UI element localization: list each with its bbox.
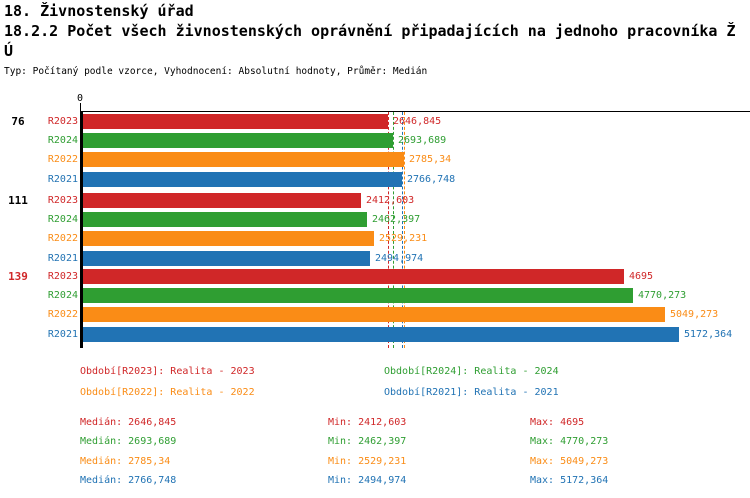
- bar-76-R2021: [83, 172, 402, 187]
- group-label-111: 111: [8, 194, 28, 207]
- max-cell-R2024: Max: 4770,273: [530, 436, 609, 447]
- y-axis-line: [80, 111, 83, 348]
- row-label-139-R2023: R2023: [47, 271, 78, 282]
- row-label-139-R2024: R2024: [47, 290, 78, 301]
- x-axis-line: [80, 111, 750, 112]
- bar-139-R2021: [83, 327, 679, 342]
- legend-item-R2021: Období[R2021]: Realita - 2021: [384, 387, 559, 398]
- median-cell-R2024: Medián: 2693,689: [80, 436, 177, 447]
- row-label-139-R2021: R2021: [47, 329, 78, 340]
- legend-item-R2022: Období[R2022]: Realita - 2022: [80, 387, 255, 398]
- row-label-76-R2022: R2022: [47, 154, 78, 165]
- max-cell-R2023: Max: 4695: [530, 417, 585, 428]
- bar-111-R2023: [83, 193, 361, 208]
- indicator-title-line1: 18.2.2 Počet všech živnostenských oprávn…: [4, 22, 736, 40]
- row-label-139-R2022: R2022: [47, 309, 78, 320]
- median-marker-line-R2021: [402, 112, 403, 348]
- report-title: 18. Živnostenský úřad: [4, 2, 194, 20]
- median-cell-R2022: Medián: 2785,34: [80, 456, 171, 467]
- bar-111-R2024: [83, 212, 367, 227]
- bar-76-R2024: [83, 133, 393, 148]
- bar-value-111-R2021: 2494,974: [375, 253, 424, 264]
- median-marker-line-R2023: [388, 112, 389, 348]
- axis-zero-tick: [80, 103, 81, 111]
- bar-111-R2021: [83, 251, 370, 266]
- bar-value-76-R2024: 2693,689: [398, 135, 447, 146]
- bar-value-139-R2021: 5172,364: [684, 329, 733, 340]
- row-label-111-R2022: R2022: [47, 233, 78, 244]
- median-cell-R2023: Medián: 2646,845: [80, 417, 177, 428]
- median-marker-line-R2024: [393, 112, 394, 348]
- legend-item-R2023: Období[R2023]: Realita - 2023: [80, 366, 255, 377]
- max-cell-R2022: Max: 5049,273: [530, 456, 609, 467]
- group-label-76: 76: [11, 115, 25, 128]
- bar-76-R2023: [83, 114, 388, 129]
- median-marker-line-R2022: [404, 112, 405, 348]
- bar-value-139-R2022: 5049,273: [670, 309, 719, 320]
- group-label-139: 139: [8, 270, 28, 283]
- indicator-title-line2: Ú: [4, 42, 14, 60]
- bar-111-R2022: [83, 231, 374, 246]
- row-label-76-R2023: R2023: [47, 116, 78, 127]
- median-cell-R2021: Medián: 2766,748: [80, 475, 177, 486]
- row-label-76-R2021: R2021: [47, 174, 78, 185]
- axis-zero-label: 0: [76, 93, 84, 104]
- bar-value-139-R2024: 4770,273: [638, 290, 687, 301]
- bar-value-76-R2023: 2646,845: [393, 116, 442, 127]
- bar-139-R2024: [83, 288, 633, 303]
- report-subtitle: Typ: Počítaný podle vzorce, Vyhodnocení:…: [4, 66, 428, 77]
- bar-value-76-R2021: 2766,748: [407, 174, 456, 185]
- bar-value-76-R2022: 2785,34: [409, 154, 452, 165]
- row-label-111-R2023: R2023: [47, 195, 78, 206]
- row-label-111-R2021: R2021: [47, 253, 78, 264]
- min-cell-R2024: Min: 2462,397: [328, 436, 407, 447]
- min-cell-R2022: Min: 2529,231: [328, 456, 407, 467]
- bar-value-111-R2023: 2412,603: [366, 195, 415, 206]
- bar-139-R2022: [83, 307, 665, 322]
- bar-value-111-R2022: 2529,231: [379, 233, 428, 244]
- bar-76-R2022: [83, 152, 404, 167]
- row-label-111-R2024: R2024: [47, 214, 78, 225]
- max-cell-R2021: Max: 5172,364: [530, 475, 609, 486]
- bar-139-R2023: [83, 269, 624, 284]
- min-cell-R2023: Min: 2412,603: [328, 417, 407, 428]
- bar-value-139-R2023: 4695: [629, 271, 654, 282]
- legend-item-R2024: Období[R2024]: Realita - 2024: [384, 366, 559, 377]
- row-label-76-R2024: R2024: [47, 135, 78, 146]
- bar-value-111-R2024: 2462,397: [372, 214, 421, 225]
- min-cell-R2021: Min: 2494,974: [328, 475, 407, 486]
